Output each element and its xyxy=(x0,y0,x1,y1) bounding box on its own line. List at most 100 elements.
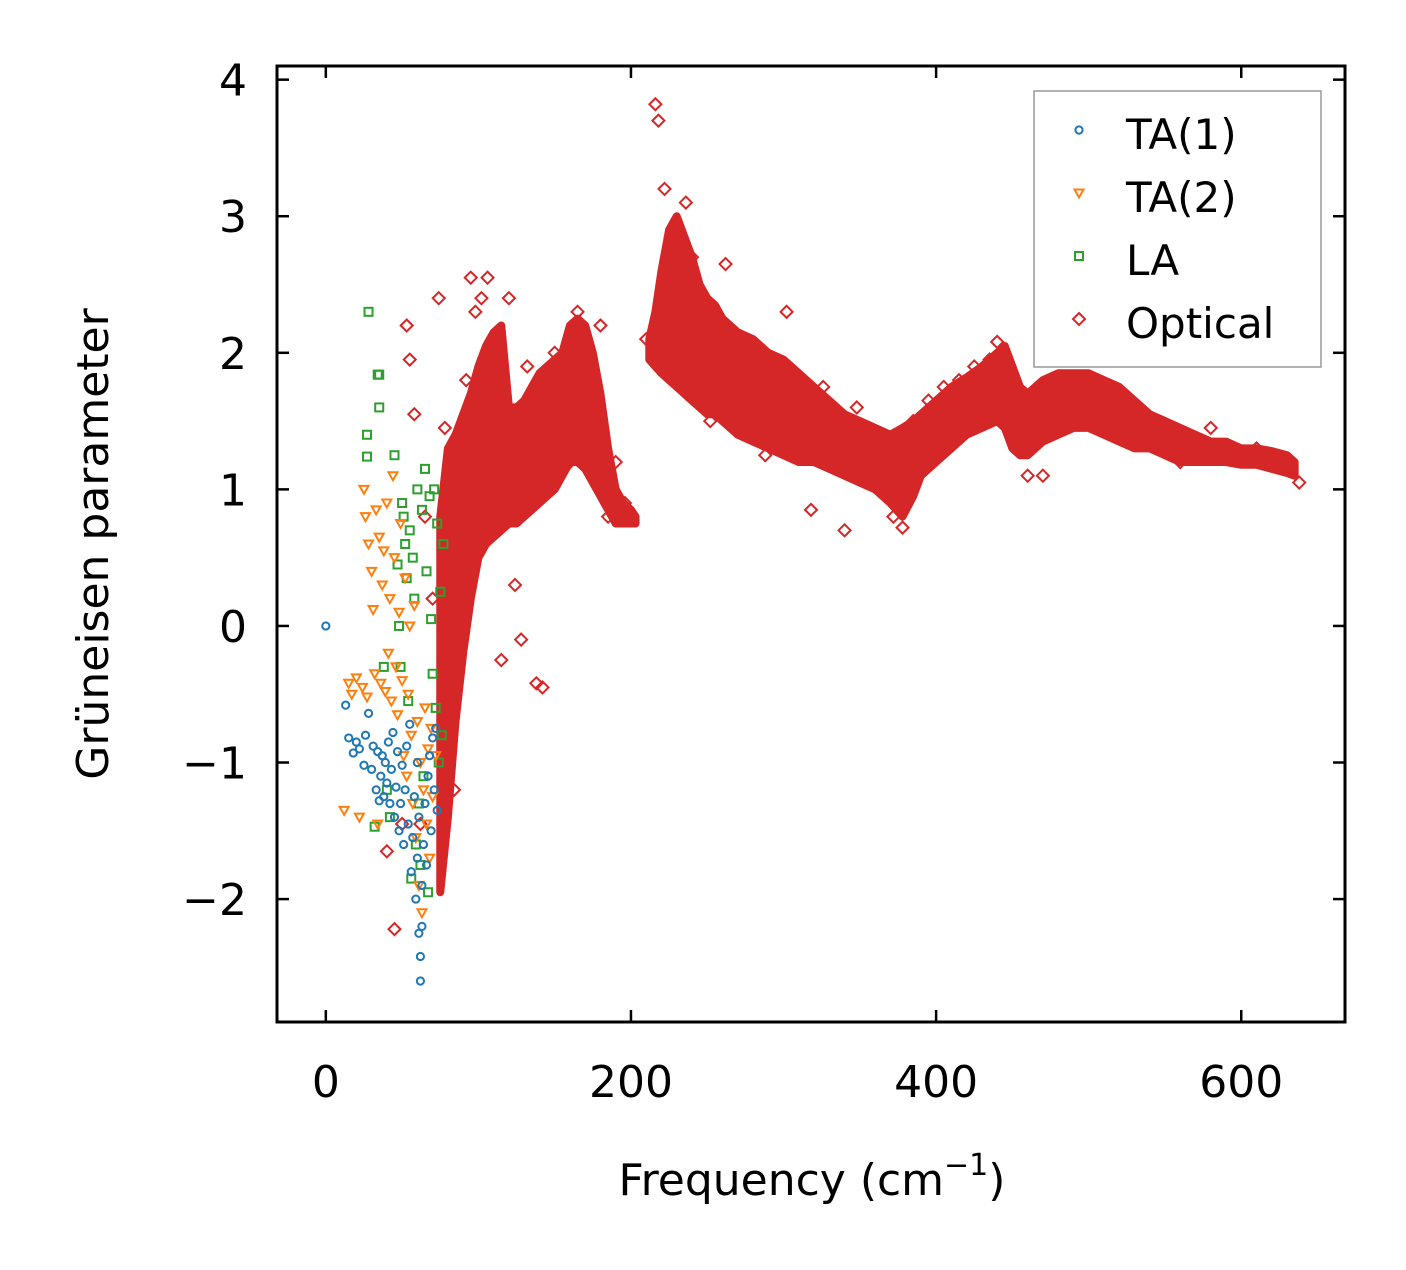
data-point xyxy=(337,805,351,817)
data-point xyxy=(391,782,401,792)
data-point xyxy=(702,413,718,429)
data-point xyxy=(436,730,447,741)
data-point xyxy=(412,880,426,892)
data-point xyxy=(350,673,363,685)
data-point xyxy=(712,331,727,347)
data-point xyxy=(757,447,773,463)
data-point xyxy=(373,532,386,544)
data-point xyxy=(1188,440,1203,456)
data-point xyxy=(921,393,936,409)
legend-marker-optical xyxy=(1071,311,1087,327)
data-point xyxy=(362,539,375,551)
legend-label-ta1: TA(1) xyxy=(1125,110,1237,159)
data-point xyxy=(392,746,403,757)
data-point xyxy=(374,678,387,690)
data-point xyxy=(748,400,764,415)
data-point xyxy=(369,505,383,517)
data-point xyxy=(416,504,427,515)
data-point xyxy=(562,454,578,470)
data-point xyxy=(446,782,462,798)
data-point xyxy=(424,723,438,735)
data-point xyxy=(385,798,395,809)
data-point xyxy=(791,440,807,456)
data-point xyxy=(348,748,358,758)
plot-frame xyxy=(275,64,1347,1024)
legend-entry-ta2: TA(2) xyxy=(1072,173,1237,222)
data-point xyxy=(435,586,446,597)
data-point xyxy=(405,730,418,742)
data-point xyxy=(376,771,386,781)
data-point xyxy=(404,525,415,536)
data-point xyxy=(427,668,438,679)
data-point xyxy=(360,730,371,740)
data-point xyxy=(403,819,413,829)
data-point xyxy=(354,744,364,754)
data-point xyxy=(400,785,410,795)
legend-marker-symbol xyxy=(1074,251,1084,261)
data-point xyxy=(412,853,422,863)
data-point xyxy=(486,495,502,511)
data-point xyxy=(431,290,447,306)
data-point xyxy=(426,614,437,625)
x-tick-label: 0 xyxy=(312,1057,340,1108)
data-point xyxy=(368,741,378,751)
y-axis-label: Grüneisen parameter xyxy=(68,307,119,779)
data-point xyxy=(394,620,405,631)
data-point xyxy=(388,553,401,565)
data-point xyxy=(400,539,411,549)
data-point xyxy=(374,369,385,380)
x-axis-label: Frequency (cm−1) xyxy=(619,1148,1006,1206)
data-point xyxy=(368,669,381,681)
data-point xyxy=(669,372,685,388)
data-point xyxy=(405,719,415,729)
data-point xyxy=(1066,379,1081,395)
data-point xyxy=(391,710,404,722)
data-point xyxy=(885,509,901,525)
data-point xyxy=(768,359,784,374)
data-point xyxy=(693,290,709,306)
data-point xyxy=(541,468,556,484)
data-point xyxy=(418,703,432,715)
data-point xyxy=(423,853,436,865)
data-point xyxy=(409,792,419,802)
data-point xyxy=(418,839,429,850)
data-point xyxy=(480,270,495,286)
data-point xyxy=(397,760,407,770)
data-point xyxy=(432,518,443,529)
data-point xyxy=(498,413,514,429)
y-tick-label: −1 xyxy=(182,739,247,790)
data-point xyxy=(525,386,541,402)
data-point xyxy=(388,727,398,738)
data-point xyxy=(408,600,421,612)
data-point xyxy=(647,96,663,112)
data-point xyxy=(1233,447,1249,463)
data-point xyxy=(420,819,433,831)
data-point xyxy=(397,498,408,509)
data-point xyxy=(399,318,415,333)
data-point xyxy=(1142,434,1158,449)
data-point xyxy=(406,867,416,877)
data-point xyxy=(400,771,413,783)
data-point xyxy=(366,605,380,617)
data-point xyxy=(553,406,569,422)
legend-entry-optical: Optical xyxy=(1071,299,1274,348)
data-point xyxy=(426,826,436,836)
data-point xyxy=(430,702,441,713)
data-point xyxy=(379,686,392,699)
data-point xyxy=(376,580,389,592)
data-point xyxy=(1172,454,1188,470)
data-point xyxy=(377,546,391,558)
data-point xyxy=(452,536,468,552)
data-point xyxy=(409,833,423,845)
data-point xyxy=(386,764,397,774)
data-point xyxy=(507,577,523,593)
data-point xyxy=(638,331,654,347)
data-point xyxy=(431,723,441,733)
data-point xyxy=(1081,372,1097,388)
data-point xyxy=(412,757,422,768)
data-point xyxy=(535,679,550,695)
data-point xyxy=(803,502,819,518)
data-point xyxy=(394,519,407,531)
series-ta-2 xyxy=(337,471,442,920)
data-point xyxy=(382,648,395,660)
